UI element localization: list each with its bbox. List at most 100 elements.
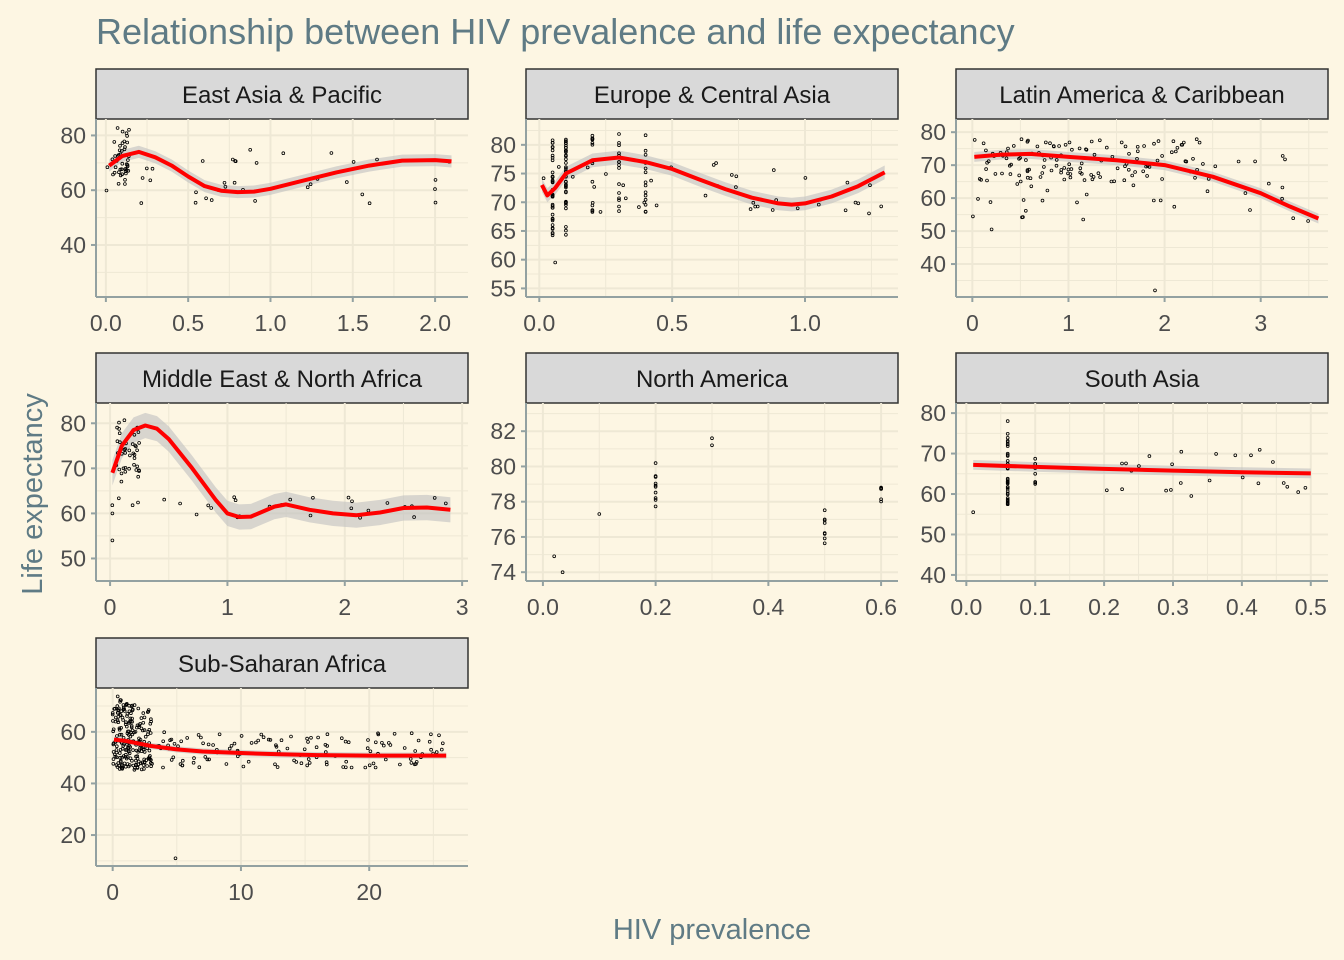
data-point [1089,173,1093,177]
data-point [118,167,123,172]
data-point [1267,181,1271,186]
data-point [1045,188,1050,193]
data-point [111,757,116,761]
data-point [1291,216,1295,221]
data-point [128,453,132,458]
data-point [710,436,714,441]
data-point [564,190,568,195]
data-point [365,746,370,750]
data-point [1256,481,1261,486]
data-point [1078,170,1082,175]
data-point [135,754,140,758]
data-point [292,758,296,763]
data-point [1035,144,1040,149]
data-point [843,208,848,213]
data-point [168,738,172,742]
data-point [126,729,130,734]
data-point [141,720,146,725]
data-point [122,147,127,152]
data-point [432,496,437,500]
data-point [1115,166,1120,171]
data-point [541,176,546,181]
data-point [131,707,135,712]
data-point [1105,145,1109,150]
y-tick-label: 20 [60,822,86,848]
data-point [1057,144,1061,148]
data-point [127,743,131,748]
data-point [416,738,421,743]
data-point [1005,451,1010,456]
data-point [127,128,131,132]
data-point [118,712,122,717]
y-tick-label: 80 [60,410,86,436]
data-point [308,182,313,187]
data-point [126,158,130,162]
data-point [1005,444,1010,448]
data-point [564,143,568,148]
data-point [564,180,568,184]
data-point [560,570,565,574]
data-point [233,498,238,503]
data-point [127,721,131,725]
data-point [1052,144,1056,149]
data-point [232,495,237,500]
facet-north-america: North America 0.0 0.2 0.4 0.6 74 76 78 80 82 [490,352,899,620]
data-point [621,183,625,188]
data-point [1068,175,1073,180]
x-tick-label: 0.0 [950,594,982,620]
data-point [127,748,131,753]
x-tick-label: 2 [338,594,351,620]
data-point [307,761,312,765]
data-point [314,745,319,749]
data-point [771,168,776,172]
data-point [1172,204,1177,209]
facet-panels: East Asia & Pacific 0.0 0.5 1.0 1.5 2.0 40 60 80… [60,68,1329,905]
data-point [1127,152,1131,156]
data-point [111,172,115,177]
data-point [135,448,139,453]
data-point [111,741,116,746]
data-point [550,227,555,231]
data-point [142,728,147,732]
data-point [1005,498,1010,503]
data-point [132,456,137,460]
data-point [349,506,354,511]
panel-grid [526,119,898,297]
data-point [1005,502,1010,506]
data-point [142,715,147,720]
data-point [148,178,153,183]
data-point [229,743,234,748]
panel-grid [96,119,468,297]
data-point [604,172,608,176]
x-tick-label: 0.5 [172,310,204,336]
data-point [433,200,438,205]
data-point [1257,447,1262,452]
data-point [206,503,211,508]
panel-grid [96,688,468,866]
data-point [110,712,115,717]
data-point [564,185,568,190]
data-point [110,157,115,162]
data-point [429,747,433,752]
data-point [122,761,127,766]
data-point [329,151,334,155]
data-point [643,133,648,138]
data-point [123,465,128,470]
data-point [132,767,137,772]
y-tick-label: 75 [490,161,516,187]
data-point [123,145,127,149]
data-point [349,765,354,770]
data-point [1026,138,1030,143]
data-point [129,704,134,709]
data-point [1066,171,1070,176]
data-point [550,138,555,143]
data-point [1147,454,1152,458]
data-point [1017,173,1021,178]
data-point [795,206,800,211]
data-point [643,197,648,202]
data-point [130,719,134,724]
data-point [125,714,129,718]
data-point [1082,178,1087,182]
data-point [1201,162,1205,166]
data-point [1171,139,1176,144]
